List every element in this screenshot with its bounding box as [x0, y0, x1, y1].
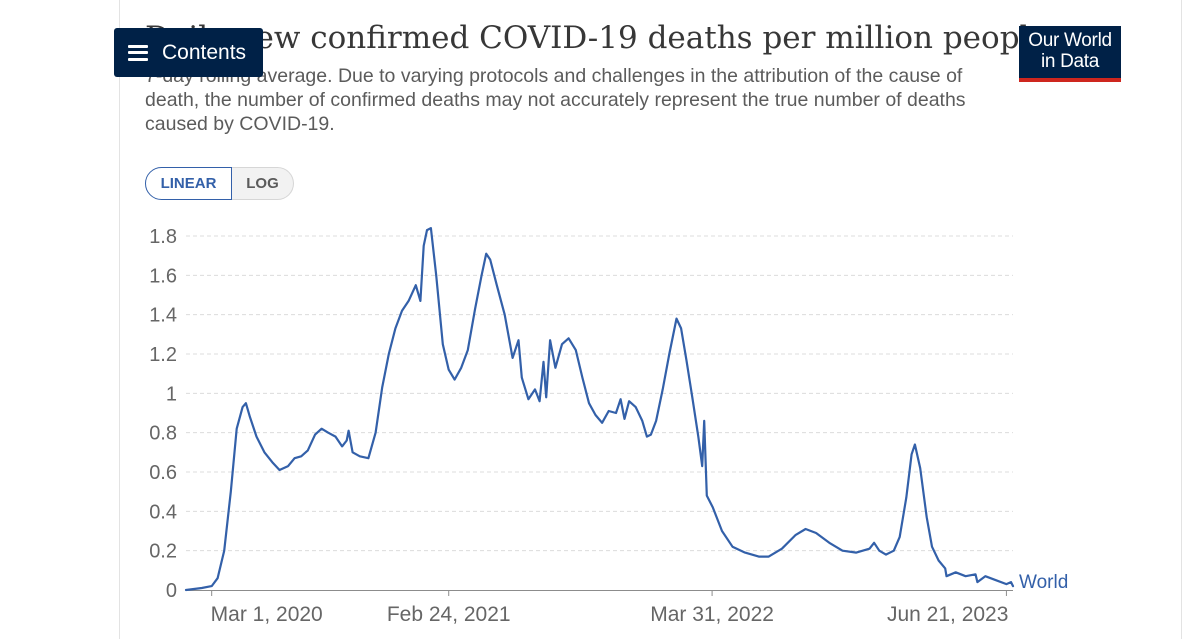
series-line-world	[184, 227, 1015, 592]
y-tick-label: 0	[166, 580, 177, 602]
contents-button[interactable]: Contents	[114, 28, 263, 77]
y-tick-label: 1.4	[149, 305, 177, 327]
x-tick-label: Jun 21, 2023	[887, 603, 1008, 626]
y-tick-label: 0.6	[149, 462, 177, 484]
our-world-in-data-logo[interactable]: Our World in Data	[1019, 26, 1121, 82]
logo-line-2: in Data	[1040, 51, 1100, 72]
chart-subtitle: 7-day rolling average. Due to varying pr…	[145, 65, 966, 135]
menu-icon	[128, 44, 148, 61]
x-tick-label: Mar 31, 2022	[650, 603, 774, 626]
chart-title: Daily new confirmed COVID-19 deaths per …	[145, 20, 1048, 56]
y-tick-label: 1.6	[149, 265, 177, 287]
log-scale-button[interactable]: LOG	[232, 167, 294, 200]
y-tick-label: 1.2	[149, 344, 177, 366]
y-tick-label: 1.8	[149, 226, 177, 248]
contents-label: Contents	[162, 40, 247, 64]
logo-line-1: Our World	[1028, 30, 1112, 51]
chart-frame-right-border	[1181, 0, 1182, 639]
x-tick-label: Feb 24, 2021	[387, 603, 511, 626]
chart-frame-left-border	[119, 0, 120, 639]
y-tick-label: 0.4	[149, 501, 177, 523]
linear-scale-button[interactable]: LINEAR	[145, 167, 232, 200]
series-label-world: World	[1019, 572, 1068, 593]
x-tick-label: Mar 1, 2020	[211, 603, 323, 626]
y-tick-label: 1	[166, 383, 177, 405]
y-tick-label: 0.2	[149, 541, 177, 563]
y-tick-label: 0.8	[149, 423, 177, 445]
scale-toggle: LINEAR LOG	[145, 167, 294, 200]
